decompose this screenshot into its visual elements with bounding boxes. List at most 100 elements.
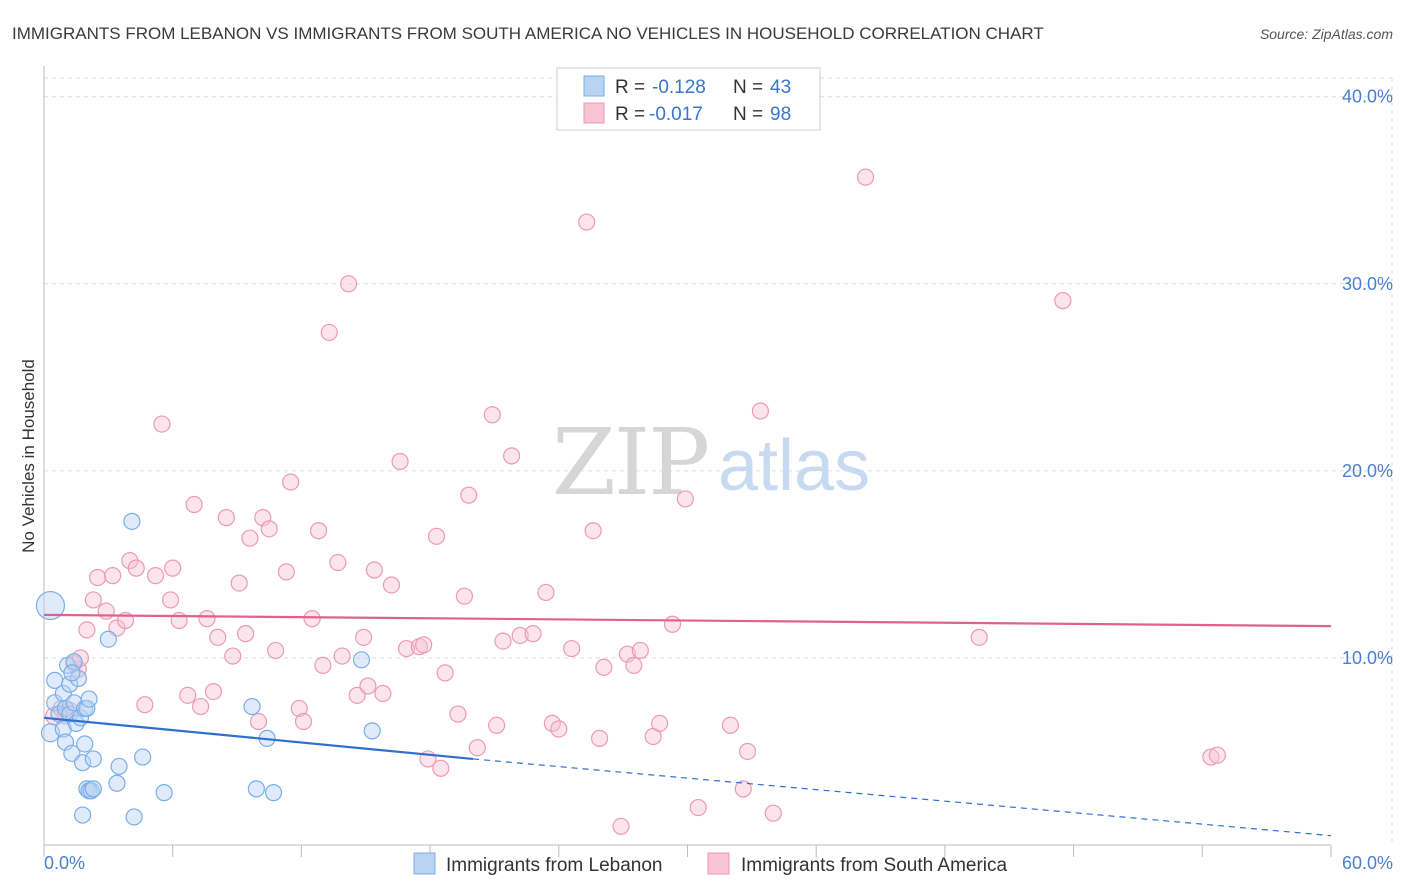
south-america-point-95: [970, 628, 988, 646]
south-america-point-7: [78, 621, 96, 639]
legend-n-value-lebanon: 43: [770, 77, 791, 98]
south-america-point-42: [309, 522, 328, 540]
bottom-legend-label-south-america: Immigrants from South America: [741, 855, 1008, 876]
south-america-point-82: [625, 656, 643, 675]
south-america-point-24: [191, 697, 210, 716]
legend-n-value-south-america: 98: [770, 104, 791, 125]
watermark: ZIP atlas: [552, 409, 870, 516]
south-america-point-45: [329, 553, 347, 572]
trend-lines: [43, 613, 1332, 837]
south-america-point-62: [449, 705, 467, 723]
south-america-point-75: [563, 639, 581, 658]
y-axis-label: No Vehicles in Household: [19, 359, 38, 553]
south-america-point-50: [359, 677, 377, 695]
south-america-point-20: [164, 559, 182, 577]
legend-n-label-south-america: N =: [733, 104, 763, 125]
south-america-point-69: [503, 447, 521, 465]
south-america-point-78: [590, 729, 609, 747]
south-america-point-85: [651, 714, 669, 733]
south-america-point-71: [524, 625, 542, 643]
lebanon-point-40: [352, 651, 371, 669]
south-america-point-93: [764, 804, 782, 822]
south-america-point-98: [1208, 746, 1226, 764]
south-america-point-41: [303, 610, 321, 628]
south-america-point-33: [249, 712, 268, 731]
south-america-point-87: [676, 490, 694, 508]
lebanon-point-35: [155, 784, 173, 802]
south-america-point-43: [314, 656, 332, 675]
south-america-point-92: [751, 402, 770, 420]
south-america-point-80: [612, 817, 630, 835]
south-america-point-27: [209, 628, 227, 646]
south-america-point-51: [365, 561, 383, 579]
x-tick-label-min: 0.0%: [44, 853, 85, 873]
south-america-point-10: [97, 602, 115, 620]
legend-r-value-lebanon: -0.128: [652, 77, 706, 98]
south-america-point-57: [415, 636, 433, 654]
south-america-point-53: [382, 576, 401, 594]
south-america-point-52: [374, 684, 392, 703]
bottom-legend-swatch-lebanon: [413, 852, 436, 875]
south-america-point-29: [224, 647, 242, 665]
south-america-point-77: [584, 522, 602, 540]
south-america-point-90: [734, 780, 752, 798]
south-america-point-49: [355, 628, 373, 646]
south-america-point-40: [294, 712, 313, 731]
y-tick-label-1: 20.0%: [1342, 461, 1393, 481]
trend-line-extension-lebanon: [472, 758, 1332, 837]
y-tick-label-3: 40.0%: [1342, 87, 1393, 107]
lebanon-point-31: [110, 757, 128, 776]
south-america-point-8: [84, 591, 102, 609]
south-america-point-70: [511, 626, 529, 645]
south-america-point-35: [260, 520, 278, 538]
south-america-point-32: [241, 529, 259, 547]
south-america-point-21: [170, 611, 188, 630]
bottom-legend-swatch-south-america: [707, 852, 730, 875]
lebanon-point-32: [123, 512, 141, 530]
legend-swatch-lebanon: [583, 75, 605, 97]
south-america-point-76: [578, 213, 596, 231]
south-america-point-88: [689, 798, 707, 817]
south-america-point-39: [290, 699, 308, 718]
south-america-point-15: [127, 559, 145, 577]
south-america-point-18: [153, 415, 171, 433]
south-america-point-65: [468, 739, 486, 757]
lebanon-point-20: [76, 735, 94, 753]
lebanon-point-36: [243, 697, 261, 716]
south-america-point-47: [339, 275, 358, 293]
south-america-point-23: [185, 495, 203, 514]
bottom-legend: Immigrants from Lebanon Immigrants from …: [413, 852, 1008, 876]
lebanon-point-19: [74, 806, 92, 824]
south-america-point-55: [397, 639, 416, 658]
legend-r-label-lebanon: R =: [615, 77, 645, 98]
y-tick-label-2: 30.0%: [1342, 274, 1393, 294]
south-america-point-26: [204, 682, 223, 701]
south-america-point-68: [494, 632, 512, 650]
legend-swatch-south-america: [583, 102, 605, 124]
south-america-point-96: [1054, 292, 1072, 310]
south-america-point-17: [146, 567, 165, 585]
lebanon-point-28: [84, 780, 102, 798]
south-america-point-89: [721, 716, 740, 734]
lebanon-point-42: [63, 664, 81, 682]
tick-labels: 10.0% 20.0% 30.0% 40.0% 0.0% 60.0%: [44, 87, 1393, 873]
chart-source: Source: ZipAtlas.com: [1260, 26, 1393, 42]
lebanon-point-11: [61, 705, 79, 723]
south-america-point-59: [427, 527, 446, 545]
south-america-point-72: [537, 583, 555, 602]
south-america-point-67: [487, 716, 506, 734]
x-tick-label-max: 60.0%: [1342, 853, 1393, 873]
south-america-point-38: [282, 473, 300, 491]
south-america-point-31: [237, 625, 255, 643]
watermark-zip: ZIP: [552, 409, 708, 516]
south-america-point-61: [436, 664, 454, 682]
south-america-point-44: [320, 323, 338, 342]
lebanon-point-34: [134, 748, 152, 766]
south-america-point-25: [198, 610, 216, 628]
lebanon-point-41: [363, 722, 381, 740]
south-america-point-94: [856, 168, 875, 186]
south-america-point-79: [595, 658, 613, 676]
trend-line-lebanon: [43, 716, 474, 761]
lebanon-point-27: [84, 750, 102, 768]
